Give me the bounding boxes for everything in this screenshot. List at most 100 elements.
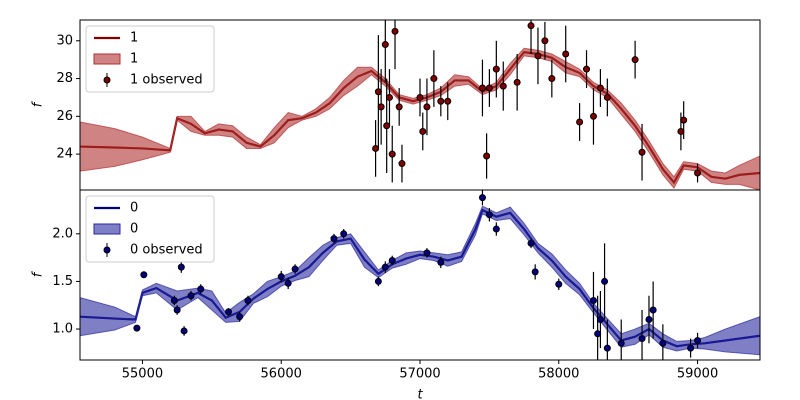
observed-point: [374, 277, 382, 285]
observed-point: [478, 194, 486, 202]
observed-point: [631, 56, 639, 64]
observed-point: [187, 292, 195, 300]
observed-point: [492, 65, 500, 73]
observed-point: [383, 122, 391, 130]
x-tick-label: 55000: [122, 367, 163, 382]
observed-point: [583, 65, 591, 73]
confidence-band: [80, 47, 760, 190]
observed-point: [423, 103, 431, 111]
observed-point: [645, 316, 653, 324]
observed-point: [444, 97, 452, 105]
legend-label: 0: [130, 201, 138, 216]
y-tick-label: 2.0: [52, 226, 73, 241]
plot-area: [80, 20, 760, 190]
observed-point: [330, 235, 338, 243]
x-tick-label: 56000: [261, 367, 302, 382]
observed-point: [140, 271, 148, 279]
y-tick-label: 28: [56, 71, 73, 86]
legend-label: 0 observed: [130, 243, 203, 258]
legend-label: 1: [130, 31, 138, 46]
observed-point: [372, 144, 380, 152]
observed-point: [694, 336, 702, 344]
legend-swatch: [93, 53, 121, 65]
observed-point: [527, 239, 535, 247]
y-tick-label: 26: [56, 109, 73, 124]
observed-point: [596, 84, 604, 92]
legend-box: [85, 25, 215, 93]
observed-point: [398, 160, 406, 168]
observed-point: [173, 306, 181, 314]
observed-point: [531, 268, 539, 276]
observed-point: [534, 52, 542, 60]
x-tick-label: 59000: [677, 367, 718, 382]
observed-point: [377, 103, 385, 111]
observed-point: [594, 330, 602, 338]
x-axis-label: t: [417, 388, 423, 400]
observed-point: [680, 116, 688, 124]
legend-label: 0: [130, 222, 138, 237]
observed-point: [527, 22, 535, 30]
legend-label: 1 observed: [130, 73, 203, 88]
legend: 1 1 1 observed: [85, 25, 215, 93]
observed-point: [659, 339, 667, 347]
observed-point: [596, 316, 604, 324]
observed-point: [478, 84, 486, 92]
observed-point: [541, 37, 549, 45]
observed-point: [589, 296, 597, 304]
observed-point: [170, 296, 178, 304]
observed-point: [430, 75, 438, 83]
observed-point: [499, 82, 507, 90]
observed-point: [391, 27, 399, 35]
y-tick-label: 1.5: [52, 274, 73, 289]
legend-box: [85, 195, 215, 263]
observed-point: [224, 308, 232, 316]
observed-point: [180, 327, 188, 335]
legend-label: 1: [130, 52, 138, 67]
observed-point: [638, 335, 646, 343]
observed-point: [388, 150, 396, 158]
observed-point: [677, 127, 685, 135]
observed-point: [291, 265, 299, 273]
observed-point: [603, 344, 611, 352]
observed-point: [381, 41, 389, 49]
x-tick-label: 57000: [399, 367, 440, 382]
observed-point: [133, 324, 141, 332]
observed-point: [381, 263, 389, 271]
observed-point: [576, 118, 584, 126]
legend: 0 0 0 observed: [85, 195, 215, 263]
observed-point: [416, 93, 424, 101]
observed-point: [423, 249, 431, 257]
observed-point: [562, 50, 570, 58]
y-tick-label: 1.0: [52, 322, 73, 337]
observed-point: [419, 127, 427, 135]
observed-point: [437, 97, 445, 105]
observed-point: [374, 88, 382, 96]
observed-point: [601, 277, 609, 285]
observed-point: [485, 84, 493, 92]
observed-point: [548, 75, 556, 83]
y-axis-label: f: [31, 100, 46, 107]
legend-swatch: [93, 223, 121, 235]
observed-point: [284, 279, 292, 287]
observed-point: [385, 93, 393, 101]
observed-point: [236, 313, 244, 321]
observed-point: [277, 273, 285, 281]
observed-point: [485, 211, 493, 219]
observed-point: [437, 258, 445, 266]
plot-area: [80, 190, 760, 360]
legend-marker: [103, 76, 111, 84]
observed-point: [603, 93, 611, 101]
observed-point: [638, 148, 646, 156]
legend-marker: [103, 246, 111, 254]
observed-point: [244, 296, 252, 304]
observed-point: [177, 263, 185, 271]
observed-point: [589, 112, 597, 120]
observed-point: [395, 103, 403, 111]
observed-point: [687, 344, 695, 352]
observed-point: [555, 280, 563, 288]
y-tick-label: 30: [56, 33, 73, 48]
observed-point: [388, 256, 396, 264]
y-axis-label: f: [31, 270, 46, 277]
x-tick-label: 58000: [538, 367, 579, 382]
